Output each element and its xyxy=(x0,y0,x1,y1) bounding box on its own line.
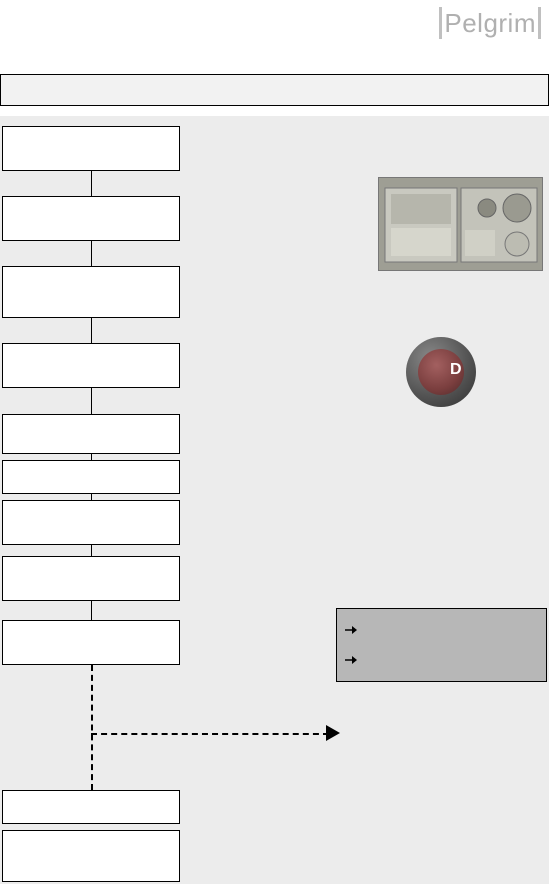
flow-connector xyxy=(91,241,92,266)
cap-label: D xyxy=(450,361,462,379)
flow-box-7 xyxy=(2,500,180,545)
flow-box-1 xyxy=(2,126,180,171)
flow-box-2 xyxy=(2,196,180,241)
dispenser-svg xyxy=(379,178,543,271)
flow-box-8 xyxy=(2,556,180,601)
flow-box-10 xyxy=(2,790,180,824)
flow-connector xyxy=(91,601,92,620)
callout-box xyxy=(336,608,547,682)
flow-dashed-horizontal xyxy=(91,733,329,735)
logo-right-bar xyxy=(538,7,541,39)
flow-box-5 xyxy=(2,414,180,454)
flow-connector xyxy=(91,454,92,460)
flow-dashed-vertical xyxy=(91,665,93,790)
flow-box-3 xyxy=(2,266,180,318)
brand-name: Pelgrim xyxy=(442,8,538,38)
flow-box-9 xyxy=(2,620,180,665)
page-root: Pelgrim xyxy=(0,0,549,884)
brand-logo: Pelgrim xyxy=(439,6,541,39)
bullet-arrow-icon xyxy=(345,655,357,665)
flow-box-11 xyxy=(2,830,180,882)
bullet-arrow-icon xyxy=(345,625,357,635)
flow-box-6 xyxy=(2,460,180,494)
flow-box-4 xyxy=(2,343,180,388)
flow-connector xyxy=(91,494,92,500)
flow-connector xyxy=(91,388,92,414)
section-header-box xyxy=(0,74,549,106)
flow-connector xyxy=(91,318,92,343)
dispenser-image xyxy=(378,177,543,271)
arrow-right-icon xyxy=(326,725,340,741)
flow-connector xyxy=(91,545,92,556)
cap-image: D xyxy=(406,337,476,407)
flow-connector xyxy=(91,171,92,196)
